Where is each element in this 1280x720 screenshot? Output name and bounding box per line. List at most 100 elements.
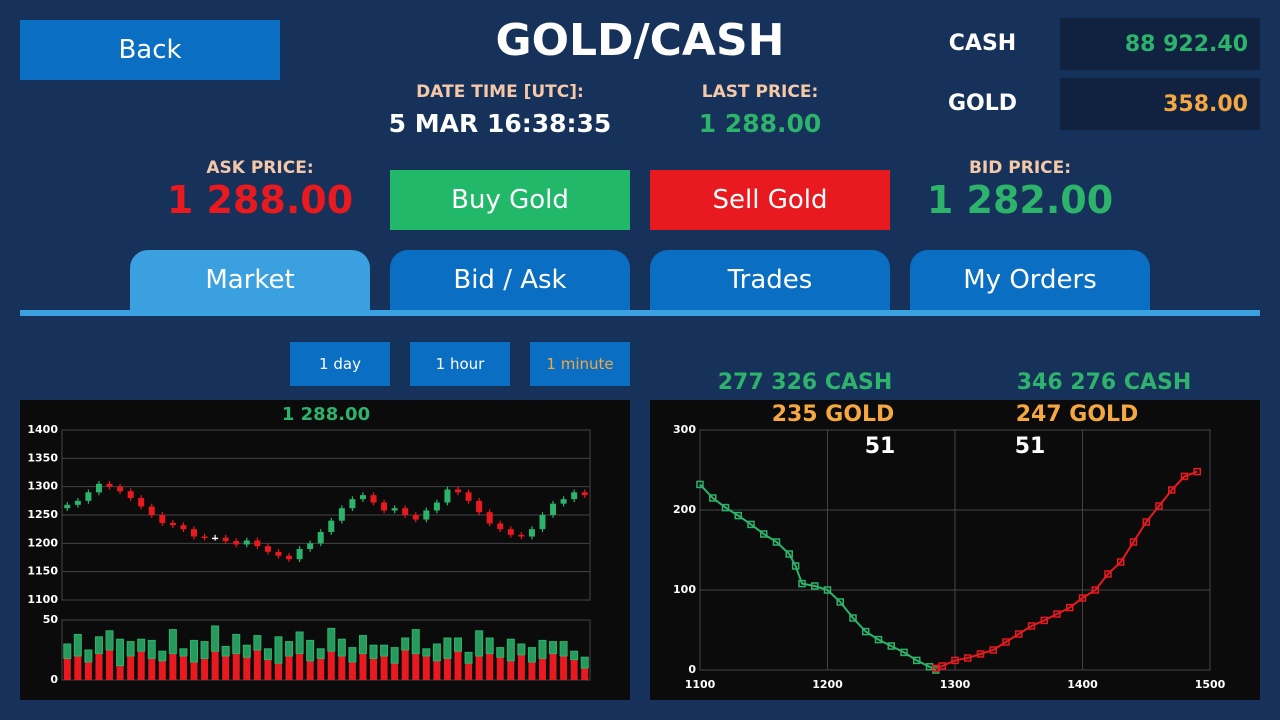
tab-bar: [20, 310, 1260, 316]
gold-label: GOLD: [947, 90, 1018, 116]
depth-point: [925, 663, 934, 671]
interval-button[interactable]: 1 hour: [410, 342, 510, 386]
tab[interactable]: Trades: [650, 250, 890, 310]
volume-bar: [370, 658, 378, 680]
chart-title: 1 288.00: [282, 404, 370, 425]
volume-bar: [232, 653, 240, 680]
tab[interactable]: Bid / Ask: [390, 250, 630, 310]
depth-point: [1053, 610, 1061, 618]
volume-bar: [432, 643, 441, 662]
volume-bar: [105, 630, 114, 651]
volume-bar: [158, 650, 167, 662]
depth-point: [932, 666, 940, 674]
candle-body: [328, 520, 335, 532]
volume-bar: [285, 656, 293, 680]
y-tick-label: 300: [673, 423, 696, 436]
candle-body: [433, 502, 440, 511]
volume-bar: [316, 648, 325, 659]
volume-bar: [528, 662, 536, 680]
volume-bar: [242, 644, 251, 658]
interval-button[interactable]: 1 day: [290, 342, 390, 386]
tab[interactable]: My Orders: [910, 250, 1150, 310]
volume-bar: [538, 639, 547, 659]
volume-bar: [454, 651, 462, 680]
bid-price: 1 282.00: [926, 178, 1114, 222]
depth-point: [721, 503, 730, 512]
depth-point: [811, 582, 819, 590]
volume-bar: [158, 660, 166, 680]
volume-bar: [95, 653, 103, 680]
candle-body: [444, 489, 451, 503]
volume-bar: [274, 663, 282, 680]
depth-point: [696, 480, 704, 489]
x-tick-label: 1300: [940, 678, 971, 691]
volume-bar: [433, 660, 441, 680]
x-tick-label: 1500: [1195, 678, 1226, 691]
plot-frame: [61, 619, 591, 681]
y-tick-label: 1300: [27, 480, 58, 493]
volume-bar: [327, 627, 336, 652]
chart-panel: [20, 400, 630, 700]
volume-bar: [464, 651, 473, 664]
candle-body: [286, 555, 293, 560]
depth-point: [938, 662, 946, 670]
sell-button[interactable]: Sell Gold: [650, 170, 890, 230]
gold-value: 358.00: [1060, 78, 1260, 130]
candle-body: [85, 492, 92, 501]
y-tick-label: 1250: [27, 508, 58, 521]
depth-point: [951, 656, 959, 665]
volume-bar: [296, 653, 304, 680]
annotation: 247 GOLD: [1016, 402, 1139, 427]
volume-bar: [306, 660, 314, 680]
volume-bar: [317, 658, 325, 680]
back-button[interactable]: Back: [20, 20, 280, 80]
depth-point: [734, 511, 742, 520]
depth-point: [1168, 486, 1176, 494]
depth-point: [887, 642, 895, 650]
candle-body: [264, 546, 271, 552]
volume-bar: [506, 638, 515, 662]
volume-bar: [348, 647, 357, 663]
depth-point: [1091, 586, 1099, 594]
last-price: 1 288.00: [698, 108, 822, 138]
volume-bar: [169, 653, 177, 680]
depth-point: [798, 579, 806, 588]
annotation: 51: [865, 434, 896, 459]
volume-bar: [264, 659, 272, 680]
volume-bar: [412, 653, 420, 680]
depth-point: [1078, 594, 1087, 602]
tab[interactable]: Market: [130, 250, 370, 310]
candle-body: [254, 540, 261, 547]
candle-body: [169, 522, 176, 526]
volume-bar: [253, 635, 262, 651]
candle-body: [571, 492, 578, 500]
depth-point: [1002, 638, 1010, 646]
candle-body: [539, 515, 546, 530]
candle-body: [138, 498, 145, 507]
bid-label: BID PRICE:: [968, 158, 1072, 178]
candle-body: [528, 529, 535, 537]
volume-bar: [63, 643, 72, 659]
candle-body: [243, 540, 250, 545]
volume-bar: [116, 638, 125, 667]
buy-button[interactable]: Buy Gold: [390, 170, 630, 230]
volume-bar: [475, 630, 484, 657]
volume-bar: [422, 648, 431, 657]
volume-bar: [306, 639, 315, 662]
y-tick-label: 1200: [27, 536, 58, 549]
candle-body: [370, 495, 377, 503]
volume-bar: [285, 641, 294, 657]
y-tick-label: 1350: [27, 451, 58, 464]
candle-body: [497, 523, 504, 530]
candle-body: [233, 541, 240, 545]
y-tick-label: 0: [50, 673, 58, 686]
candle-body: [191, 529, 197, 537]
volume-bar: [581, 668, 589, 680]
volume-bar: [211, 625, 220, 652]
interval-button[interactable]: 1 minute: [530, 342, 630, 386]
candle-body: [106, 483, 113, 487]
volume-bar: [527, 647, 536, 663]
volume-bar: [200, 641, 209, 659]
depth-point: [849, 614, 857, 622]
volume-bar: [517, 654, 525, 680]
